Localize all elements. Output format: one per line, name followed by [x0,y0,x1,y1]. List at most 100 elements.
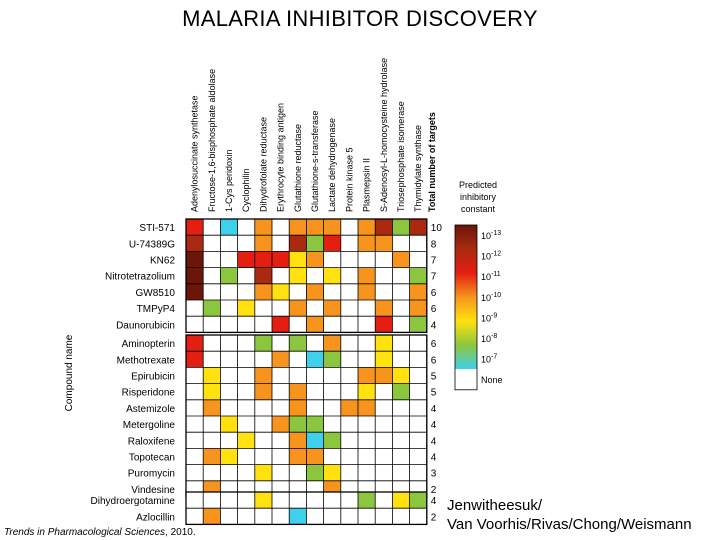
heatmap-cell [203,316,221,333]
heatmap-cell [203,300,221,317]
total-targets-methotrexate: 6 [431,355,437,366]
heatmap-cell [220,464,238,481]
column-header-glutathione-reductase: Glutathione reductase [293,124,303,212]
group-border [185,491,428,526]
heatmap-cell [220,235,238,252]
total-targets-vindesine: 2 [431,485,437,496]
column-header-protein-kinase-5: Protein kinase 5 [344,147,354,212]
legend-title-line-1: Predicted [459,180,497,190]
heatmap-cell [392,432,410,449]
heatmap-cell [289,508,307,525]
heatmap-cell [237,383,255,400]
heatmap-cell [254,492,272,509]
legend-label-1: 10-13 [481,230,501,241]
heatmap-cell [237,464,255,481]
heatmap-cell [409,251,427,268]
source-citation: Trends in Pharmacological Sciences, 2010… [4,527,196,538]
heatmap-cell [306,416,324,433]
heatmap-cell [306,464,324,481]
heatmap-cell [392,508,410,525]
heatmap-cell [289,351,307,368]
row-label-nitrotetrazolium: Nitrotetrazolium [105,272,175,283]
total-targets-aminopterin: 6 [431,339,437,350]
heatmap-cell [254,267,272,284]
total-targets-metergoline: 4 [431,420,437,431]
heatmap-cell [289,416,307,433]
heatmap-cell [220,383,238,400]
row-label-u-74389g: U-74389G [129,239,175,250]
attribution-line-2: Van Voorhis/Rivas/Chong/Weismann [447,516,692,533]
heatmap-cell [220,351,238,368]
heatmap-cell [203,367,221,384]
source-journal-name: Trends in Pharmacological Sciences [4,527,166,538]
heatmap-cell [186,267,204,284]
heatmap-cell [272,399,290,416]
heatmap-cell [186,335,204,352]
heatmap-cell [409,351,427,368]
row-label-astemizole: Astemizole [126,404,175,415]
heatmap-cell [186,399,204,416]
heatmap-cell [186,351,204,368]
heatmap-cell [186,492,204,509]
heatmap-cell [254,219,272,236]
heatmap-cell [323,383,341,400]
heatmap-cell [409,316,427,333]
heatmap-cell [237,432,255,449]
legend-color-bar [455,225,477,370]
heatmap-cell [358,300,376,317]
heatmap-cell [340,508,358,525]
heatmap-cell [289,383,307,400]
heatmap-cell [358,235,376,252]
heatmap-cell [289,219,307,236]
legend-border [454,224,478,391]
column-header-adenylosuccinate-synthetase: Adenylosuccinate synthetase [190,95,200,212]
heatmap-cell [237,316,255,333]
row-label-vindesine: Vindesine [131,485,175,496]
page-title: MALARIA INHIBITOR DISCOVERY [182,6,538,31]
heatmap-cell [323,464,341,481]
heatmap-cell [254,351,272,368]
total-targets-kn62: 7 [431,256,437,267]
heatmap-cell [254,416,272,433]
heatmap-cell [254,283,272,300]
heatmap-cell [272,464,290,481]
heatmap-cell [409,235,427,252]
row-label-dihydroergotamine: Dihydroergotamine [91,496,176,507]
heatmap-cell [237,492,255,509]
column-header-erythrocyte-binding-antigen: Erythrocyte binding antigen [276,103,286,212]
heatmap-cell [272,432,290,449]
heatmap-cell [358,416,376,433]
heatmap-cell [306,316,324,333]
heatmap-cell [392,219,410,236]
heatmap-cell [272,448,290,465]
heatmap-cell [392,399,410,416]
heatmap-cell [358,448,376,465]
heatmap-cell [289,492,307,509]
heatmap-cell [272,316,290,333]
heatmap-cell [203,492,221,509]
heatmap-cell [358,367,376,384]
heatmap-cell [409,335,427,352]
heatmap-cell [220,367,238,384]
heatmap-cell [375,219,393,236]
legend-label-5: 10-9 [481,312,497,323]
heatmap-cell [306,300,324,317]
heatmap-cell [392,251,410,268]
heatmap-cell [340,448,358,465]
heatmap-cell [203,464,221,481]
heatmap-cell [254,335,272,352]
heatmap-cell [409,219,427,236]
heatmap-cell [254,300,272,317]
heatmap-cell [358,283,376,300]
group-border [185,218,428,334]
heatmap-cell [203,351,221,368]
heatmap-cell [254,448,272,465]
heatmap-cell [358,267,376,284]
heatmap-cell [220,283,238,300]
heatmap-cell [375,399,393,416]
heatmap-cell [358,383,376,400]
heatmap-cell [392,464,410,481]
row-label-kn62: KN62 [150,256,175,267]
heatmap-cell [323,219,341,236]
heatmap-cell [392,316,410,333]
